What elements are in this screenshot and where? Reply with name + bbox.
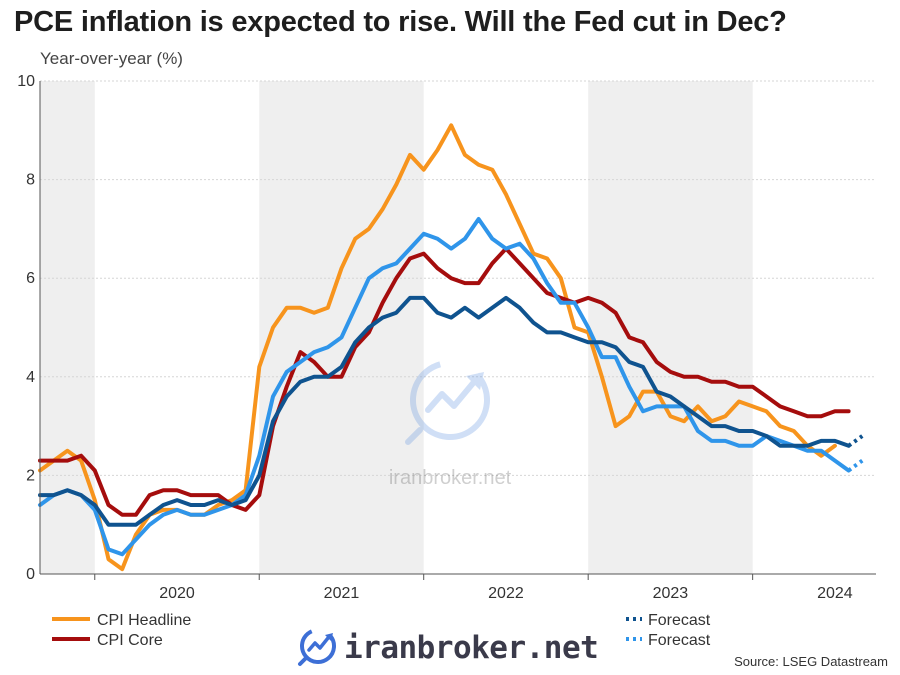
legend-label: Forecast	[648, 632, 711, 649]
y-tick-label: 10	[17, 73, 35, 90]
shaded-year-band	[588, 81, 753, 574]
y-tick-label: 4	[26, 369, 35, 386]
y-tick-label: 6	[26, 270, 35, 287]
legend: CPI Headline CPI Core Forecast Forecast	[52, 612, 711, 649]
legend-label: CPI Headline	[97, 612, 191, 629]
y-tick-label: 2	[26, 467, 35, 484]
watermark-logo	[405, 360, 490, 445]
legend-label: Forecast	[648, 612, 711, 629]
x-tick-label: 2020	[159, 585, 195, 602]
brand-logo-icon	[298, 628, 336, 666]
forecast-line	[847, 458, 864, 473]
x-tick-label: 2021	[324, 585, 360, 602]
forecast-line	[847, 434, 864, 448]
y-axis-unit-label: Year-over-year (%)	[40, 49, 183, 68]
legend-item-forecast-pce-core: Forecast	[626, 612, 711, 629]
y-axis-ticks: 0 2 4 6 8 10	[17, 73, 35, 583]
brand-logo: iranbroker.net	[298, 628, 599, 666]
gridlines	[40, 80, 876, 476]
forecast-series	[847, 434, 864, 473]
x-tick-label: 2022	[488, 585, 524, 602]
x-axis: 2020 2021 2022 2023 2024	[94, 574, 853, 602]
series-line-pce-core	[38, 295, 851, 527]
legend-item-cpi-core: CPI Core	[52, 632, 163, 649]
series-line-cpi-core	[38, 246, 851, 517]
series-line-pce-headline	[38, 217, 851, 557]
data-series	[38, 123, 851, 572]
shaded-year-bands	[40, 81, 753, 574]
x-tick-label: 2023	[653, 585, 689, 602]
watermark: iranbroker.net	[389, 360, 512, 489]
source-note: Source: LSEG Datastream	[734, 654, 888, 669]
watermark-text: iranbroker.net	[389, 467, 512, 489]
brand-logo-text: iranbroker.net	[344, 630, 598, 666]
y-tick-label: 8	[26, 172, 35, 189]
legend-item-cpi-headline: CPI Headline	[52, 612, 191, 629]
legend-item-forecast-pce-headline: Forecast	[626, 632, 711, 649]
x-tick-label: 2024	[817, 585, 853, 602]
shaded-year-band	[259, 81, 424, 574]
legend-label: CPI Core	[97, 632, 163, 649]
y-tick-label: 0	[26, 566, 35, 583]
chart-title: PCE inflation is expected to rise. Will …	[14, 6, 787, 38]
